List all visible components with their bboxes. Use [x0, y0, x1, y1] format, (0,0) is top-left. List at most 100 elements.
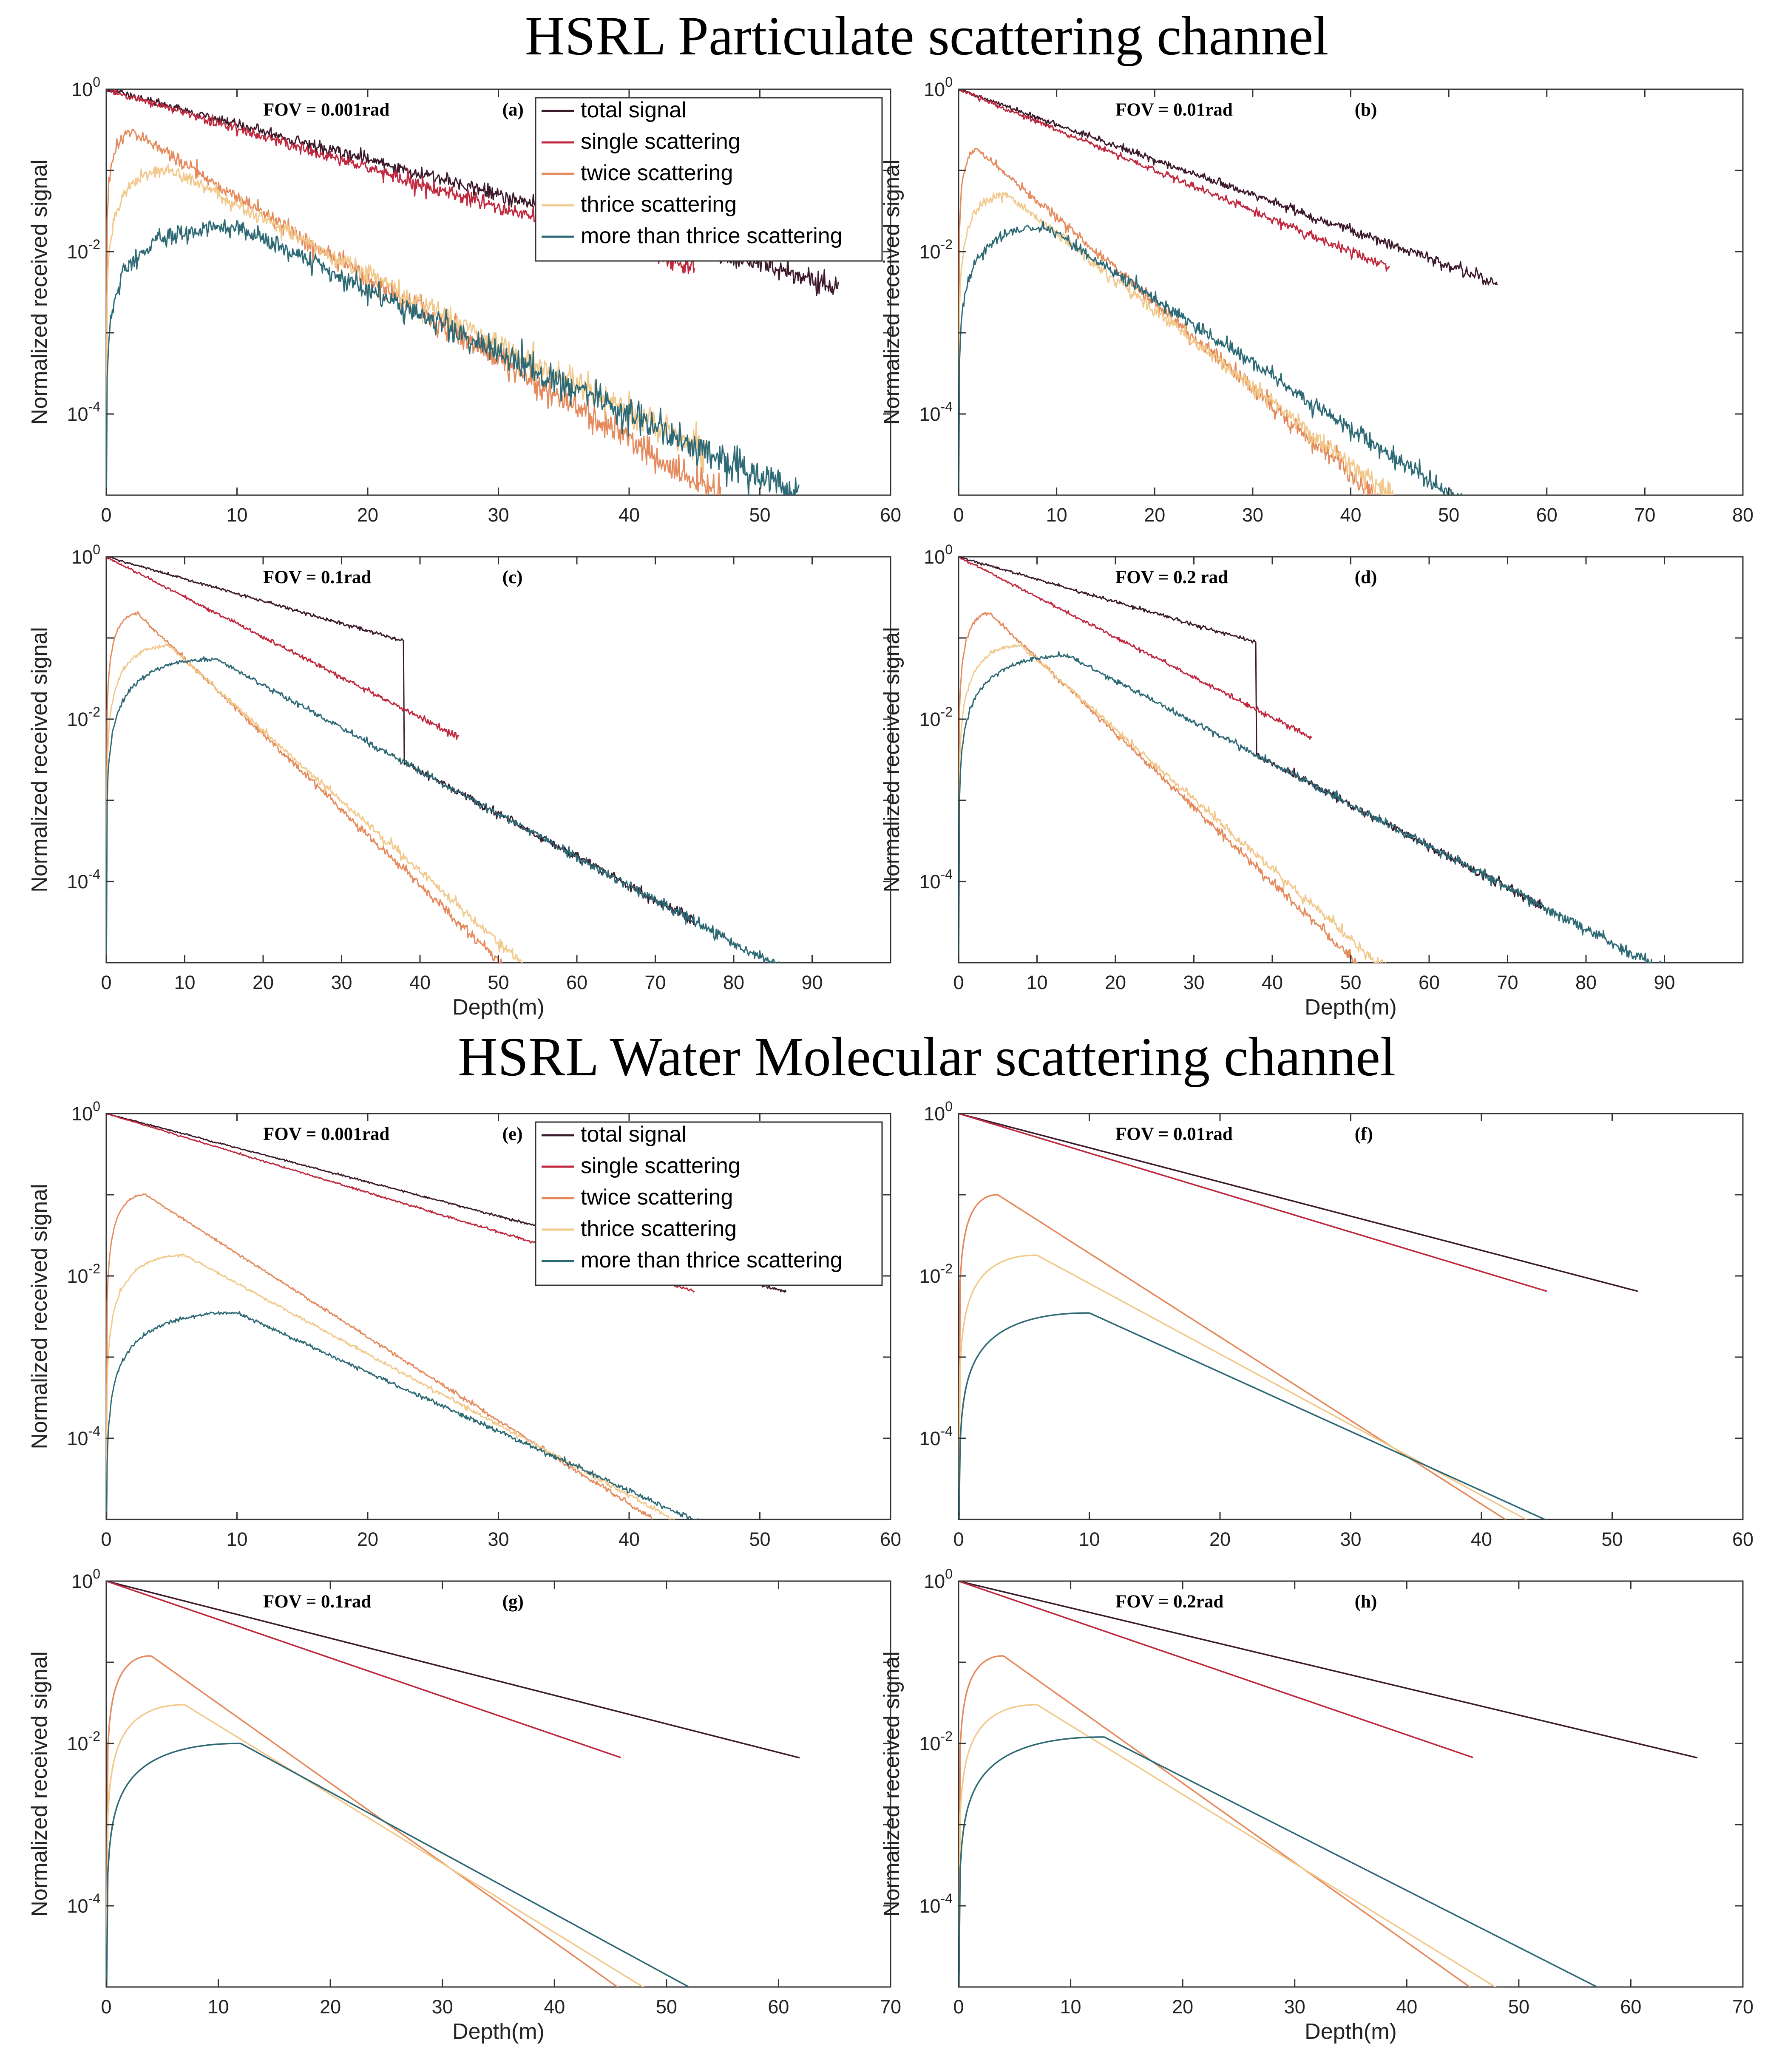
x-tick-label-h-6: 60	[1620, 1996, 1641, 2018]
y-tick-label-a-0: 100	[71, 74, 100, 100]
series-more-c	[106, 656, 780, 963]
panel-label-b: (b)	[1355, 100, 1377, 120]
x-tick-label-c-3: 30	[331, 972, 352, 993]
y-tick-label-g-1: 10-2	[67, 1729, 100, 1755]
fov-annotation-e: FOV = 0.001rad	[263, 1124, 389, 1144]
series-more-b	[959, 221, 1462, 495]
series-single-f	[959, 1114, 1547, 1292]
x-tick-label-d-5: 50	[1340, 972, 1361, 993]
y-tick-label-a-1: 10-2	[67, 237, 100, 263]
y-axis-label-d: Normalized received signal	[880, 627, 904, 892]
x-tick-label-e-0: 0	[101, 1528, 111, 1550]
y-axis-label-a: Normalized received signal	[27, 159, 52, 425]
x-tick-label-b-4: 40	[1340, 504, 1361, 526]
x-tick-label-c-8: 80	[723, 972, 744, 993]
x-tick-label-g-0: 0	[101, 1996, 111, 2018]
legend-label-more-a: more than thrice scattering	[581, 224, 843, 248]
x-tick-label-g-6: 60	[768, 1996, 789, 2018]
x-tick-label-a-6: 60	[880, 504, 901, 526]
legend-label-total-a: total signal	[581, 98, 687, 122]
panel-label-h: (h)	[1355, 1592, 1377, 1612]
x-tick-label-h-7: 70	[1732, 1996, 1753, 2018]
x-tick-label-b-5: 50	[1438, 504, 1459, 526]
x-tick-label-a-5: 50	[749, 504, 770, 526]
x-tick-label-a-1: 10	[226, 504, 247, 526]
x-tick-label-d-6: 60	[1419, 972, 1440, 993]
x-tick-label-a-3: 30	[488, 504, 509, 526]
panel-g: 0 10 20 30 40 50 60 70 100 10-2 10-4 Normalized rec…	[27, 1566, 901, 2044]
x-tick-label-a-0: 0	[101, 504, 111, 526]
series-twice-f	[959, 1194, 1507, 1519]
x-tick-label-d-4: 40	[1262, 972, 1283, 993]
y-axis-label-b: Normalized received signal	[880, 159, 904, 425]
y-axis-label-h: Normalized received signal	[880, 1651, 904, 1916]
x-tick-label-f-3: 30	[1340, 1528, 1361, 1550]
x-tick-label-f-1: 10	[1078, 1528, 1100, 1550]
y-tick-label-d-0: 100	[924, 542, 953, 568]
y-tick-label-c-0: 100	[71, 542, 100, 568]
series-thrice-h	[959, 1704, 1497, 1987]
panel-e: 0 10 20 30 40 50 60 100 10-2 10-4 Normalized recei…	[27, 1099, 901, 1550]
legend-e: total signal single scattering twice scatt…	[535, 1121, 883, 1286]
panel-d: 0 10 20 30 40 50 60 70 80 90 100 10-2 10-4 Normalized…	[880, 542, 1744, 1020]
y-axis-label-g: Normalized received signal	[27, 1651, 52, 1916]
series-thrice-g	[106, 1704, 645, 1987]
x-tick-label-c-1: 10	[174, 972, 195, 993]
series-thrice-f	[959, 1254, 1528, 1519]
fov-annotation-f: FOV = 0.01rad	[1115, 1124, 1233, 1144]
x-tick-label-b-8: 80	[1732, 504, 1753, 526]
y-tick-label-g-2: 10-4	[67, 1891, 100, 1917]
x-tick-label-h-3: 30	[1284, 1996, 1305, 2018]
fov-annotation-h: FOV = 0.2rad	[1115, 1592, 1223, 1612]
y-axis-label-c: Normalized received signal	[27, 627, 52, 892]
series-more-g	[106, 1743, 691, 1987]
y-tick-label-b-1: 10-2	[919, 237, 953, 263]
x-tick-label-d-3: 30	[1183, 972, 1204, 993]
series-total-f	[959, 1114, 1638, 1292]
x-tick-label-g-4: 40	[544, 1996, 565, 2018]
series-thrice-b	[959, 191, 1394, 495]
series-single-b	[959, 89, 1390, 272]
series-single-h	[959, 1581, 1473, 1758]
fov-annotation-a: FOV = 0.001rad	[263, 100, 389, 120]
legend-label-twice-a: twice scattering	[581, 161, 733, 185]
panel-b: 0 10 20 30 40 50 60 70 80 100 10-2 10-4 Normalized r…	[880, 74, 1753, 526]
series-twice-h	[959, 1655, 1471, 1987]
x-tick-label-a-4: 40	[619, 504, 640, 526]
x-tick-label-e-4: 40	[619, 1528, 640, 1550]
x-tick-label-h-5: 50	[1508, 1996, 1529, 2018]
x-tick-label-d-7: 70	[1497, 972, 1518, 993]
x-tick-label-c-7: 70	[644, 972, 666, 993]
series-single-d	[959, 557, 1312, 740]
y-tick-label-c-1: 10-2	[67, 704, 100, 730]
y-tick-label-e-2: 10-4	[67, 1423, 100, 1449]
series-twice-b	[959, 147, 1379, 495]
legend-a: total signal single scattering twice scatt…	[535, 97, 883, 262]
x-tick-label-e-3: 30	[488, 1528, 509, 1550]
x-tick-label-c-6: 60	[566, 972, 587, 993]
series-single-c	[106, 557, 460, 740]
x-tick-label-c-0: 0	[101, 972, 111, 993]
series-more-a	[106, 219, 800, 495]
series-total-c	[106, 557, 695, 926]
x-tick-label-g-7: 70	[880, 1996, 901, 2018]
legend-label-thrice-e: thrice scattering	[581, 1216, 737, 1241]
legend-label-twice-e: twice scattering	[581, 1185, 733, 1210]
x-tick-label-b-7: 70	[1634, 504, 1655, 526]
series-twice-e	[106, 1193, 653, 1519]
panel-label-c: (c)	[502, 567, 523, 587]
fov-annotation-b: FOV = 0.01rad	[1115, 100, 1233, 120]
x-tick-label-e-5: 50	[749, 1528, 770, 1550]
series-more-f	[959, 1312, 1547, 1519]
x-tick-label-c-9: 90	[801, 972, 823, 993]
plot-area-f	[958, 1113, 1744, 1520]
legend-box-a	[535, 97, 883, 262]
series-twice-c	[106, 611, 502, 963]
x-tick-label-b-0: 0	[953, 504, 964, 526]
x-tick-label-c-2: 20	[253, 972, 274, 993]
y-tick-label-g-0: 100	[71, 1566, 100, 1592]
panel-a: 0 10 20 30 40 50 60 100 10-2 10-4 Normalized recei…	[27, 74, 901, 526]
y-tick-label-d-1: 10-2	[919, 704, 953, 730]
x-tick-label-g-2: 20	[320, 1996, 341, 2018]
